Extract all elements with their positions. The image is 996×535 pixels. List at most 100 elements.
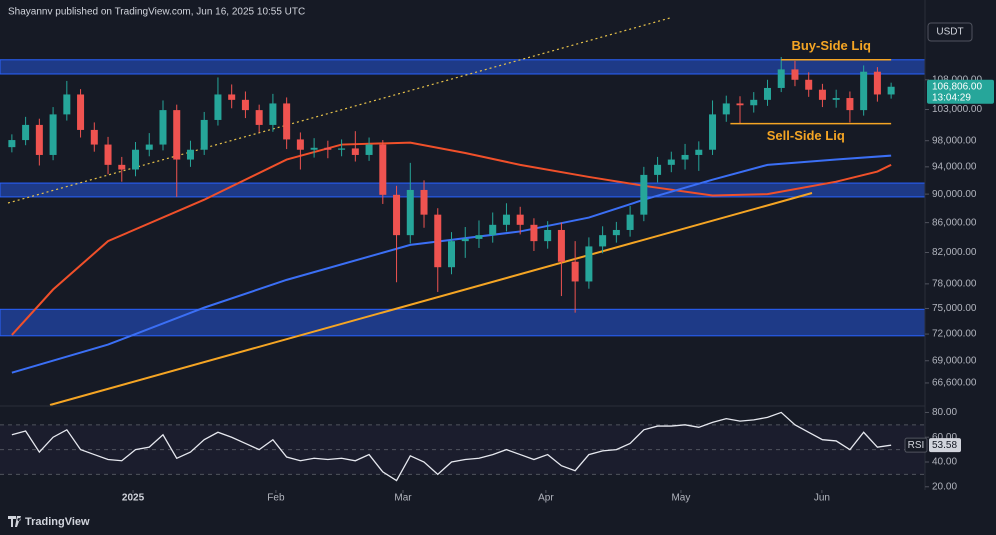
candle-body (709, 114, 717, 150)
price-tag-value: 106,806.00 (932, 81, 982, 92)
price-tag (927, 79, 994, 104)
candle-body (585, 246, 593, 282)
rsi-name: RSI (908, 440, 925, 451)
candle-body (159, 110, 167, 145)
candle-body (530, 224, 538, 242)
candle-body (241, 99, 249, 111)
candle-body (502, 214, 510, 225)
candle-body (640, 174, 648, 215)
y-tick-label: 82,000.00 (932, 247, 977, 258)
candle-body (599, 235, 607, 247)
y-tick-label: 69,000.00 (932, 355, 977, 366)
liquidity-label: Buy-Side Liq (791, 38, 871, 53)
candle-body (118, 164, 126, 170)
candle-body (571, 261, 579, 282)
candle-body (63, 94, 71, 115)
y-tick-label: 90,000.00 (932, 189, 977, 200)
candle-body (475, 235, 483, 239)
rsi-line (11, 411, 892, 482)
candle-body (351, 148, 359, 155)
candle-body (296, 139, 304, 150)
candle-body (90, 129, 98, 145)
candle-body (818, 89, 826, 100)
liquidity-zone (0, 308, 926, 337)
candle-body (365, 144, 373, 155)
y-tick-label: 98,000.00 (932, 135, 977, 146)
y-tick-label: 40.00 (932, 457, 957, 468)
candle-body (777, 69, 785, 88)
y-tick-label: 86,000.00 (932, 217, 977, 228)
candle-body (544, 229, 552, 242)
candle-body (873, 71, 881, 95)
x-tick-label: May (671, 493, 690, 504)
candle-body (77, 94, 85, 130)
candle-body (283, 103, 291, 140)
y-tick-label: 60.00 (932, 432, 957, 443)
candle-body (791, 69, 799, 80)
brand-logo: TradingView (8, 516, 90, 528)
y-tick-label: 75,000.00 (932, 303, 977, 314)
candle-body (132, 149, 140, 170)
y-tick-label: 103,000.00 (932, 104, 982, 115)
candle-body (393, 194, 401, 236)
publish-header: Shayannv published on TradingView.com, J… (8, 7, 305, 18)
candle-body (104, 144, 112, 165)
candle-body (612, 229, 620, 236)
x-tick-label: Jun (814, 493, 830, 504)
y-tick-label: 20.00 (932, 481, 957, 492)
brand-name: TradingView (25, 516, 90, 528)
candle-body (461, 238, 469, 242)
candle-body (516, 214, 524, 225)
rsi-value-box (929, 438, 961, 453)
liquidity-label: Sell-Side Liq (767, 128, 845, 143)
price-tag-countdown: 13:04:29 (932, 92, 971, 103)
plot: Buy-Side Liq Sell-Side Liq (0, 38, 925, 482)
y-tick-label: 66,600.00 (932, 378, 977, 389)
rsi-value: 53.58 (932, 440, 957, 451)
liquidity-zone (0, 59, 926, 75)
candle-body (324, 147, 332, 150)
y-tick-label: 78,000.00 (932, 279, 977, 290)
moving-average (11, 141, 892, 336)
candle-body (22, 124, 30, 141)
rsi-name-box (904, 437, 928, 453)
candle-body (379, 144, 387, 195)
candle-body (805, 79, 813, 90)
candle-body (255, 110, 263, 125)
x-tick-label: 2025 (122, 493, 145, 504)
candle-body (750, 99, 758, 106)
candle-body (310, 147, 318, 150)
candle-body (186, 149, 194, 160)
y-tick-label: 72,000.00 (932, 329, 977, 340)
moving-average (11, 154, 892, 374)
candle-body (448, 241, 455, 268)
y-tick-label: 80.00 (932, 407, 957, 418)
currency-label[interactable]: USDT (936, 27, 963, 38)
candle-body (557, 229, 565, 262)
candle-body (228, 94, 236, 100)
candle-body (626, 214, 634, 230)
candle-body (338, 148, 346, 150)
logo-icon (8, 516, 21, 527)
candle-body (763, 87, 771, 100)
candle-body (8, 140, 16, 148)
candle-body (489, 224, 497, 236)
candle-body (832, 98, 840, 100)
candle-body (49, 114, 57, 155)
candle-body (695, 149, 703, 155)
x-tick-label: Mar (394, 493, 412, 504)
candle-body (846, 98, 854, 111)
candle-body (173, 110, 181, 160)
candle-body (145, 144, 153, 150)
candle-body (269, 103, 277, 125)
candle-body (860, 71, 868, 111)
candle-body (654, 164, 662, 175)
currency-box[interactable] (927, 22, 973, 42)
candle-body (35, 124, 43, 155)
candle-body (420, 189, 428, 215)
x-tick-label: Apr (538, 493, 554, 504)
x-tick-label: Feb (267, 493, 285, 504)
candle-body (887, 86, 895, 95)
